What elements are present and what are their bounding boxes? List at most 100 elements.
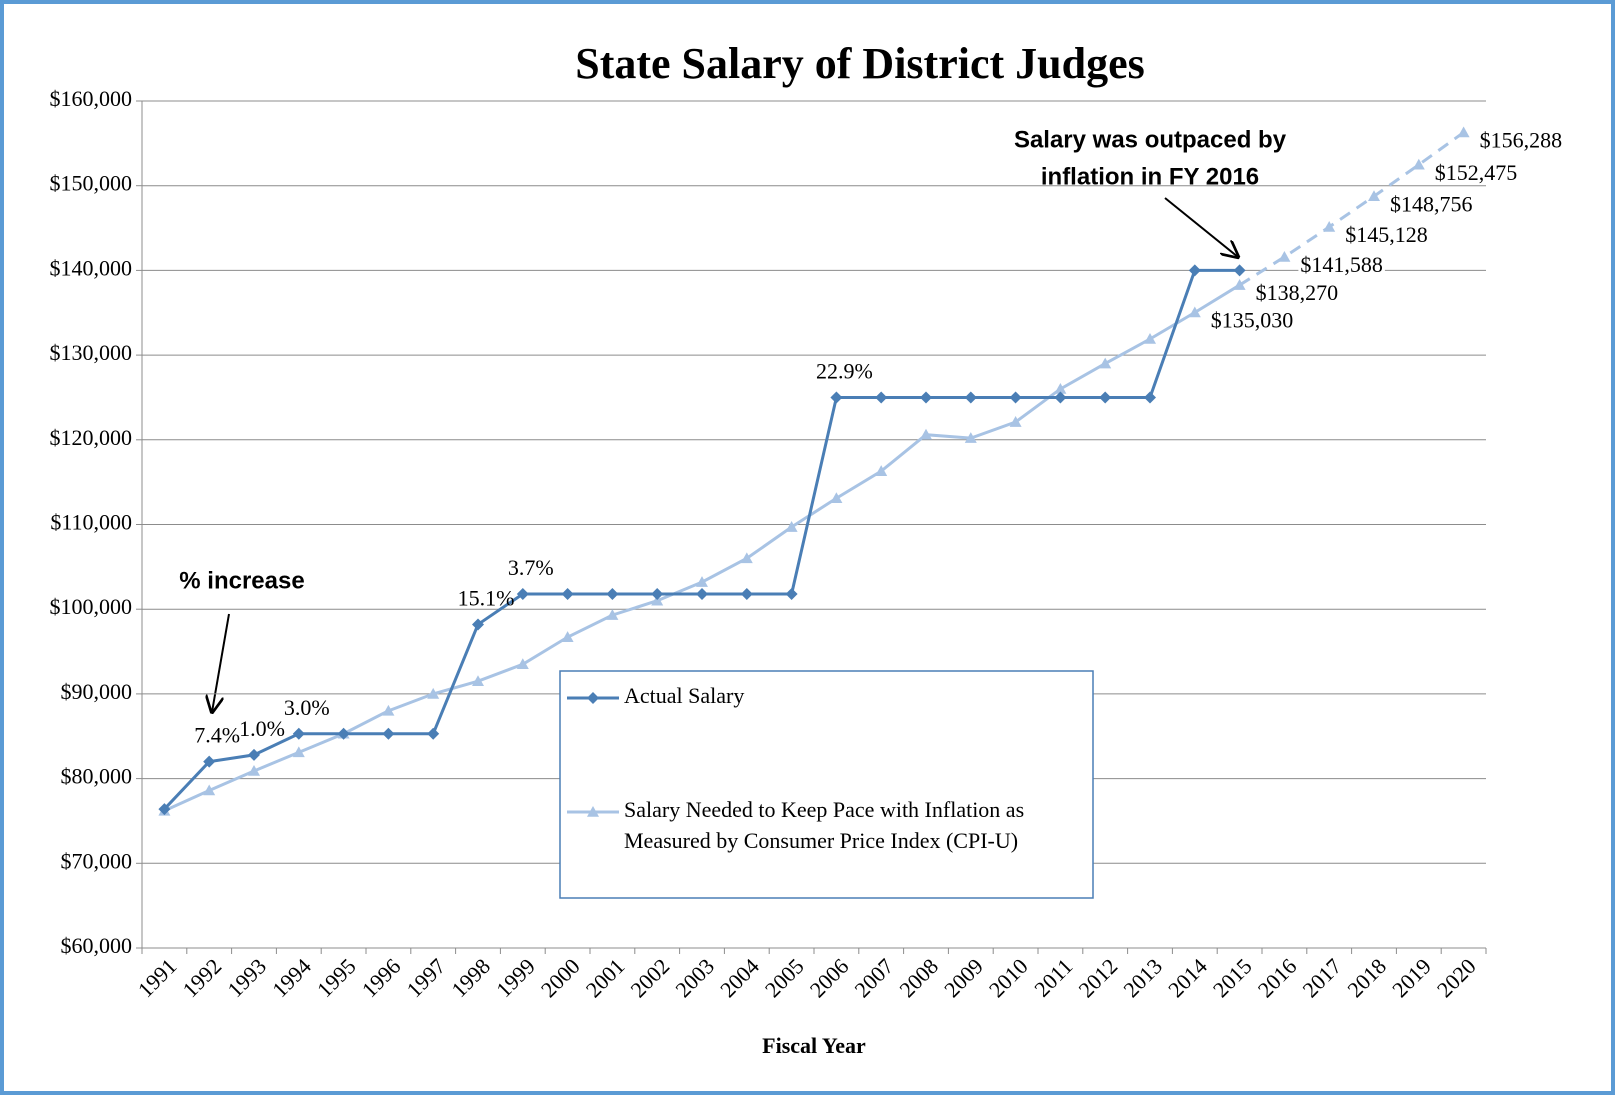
data-point [1233,279,1246,290]
data-label: $148,756 [1390,191,1473,216]
data-point [964,432,977,443]
data-label-bg [1298,251,1385,277]
data-point [1054,391,1067,404]
data-point [1323,220,1336,232]
data-label-bg [1477,127,1565,153]
data-point [785,587,798,600]
legend-line: Actual Salary [624,683,744,708]
annotation-arrow [1164,197,1238,257]
data-point [920,391,932,404]
data-point [158,803,171,816]
data-point [1457,126,1470,138]
legend-box [559,670,1094,899]
data-point [292,746,305,758]
data-point [875,391,888,404]
legend: Actual Salary Salary Needed to Keep Pace … [559,670,1094,899]
data-point [203,755,216,768]
data-point [1188,306,1201,318]
data-point [203,784,216,796]
y-tick-label: $60,000 [61,933,133,958]
legend-marker [587,806,599,817]
data-point [382,727,395,740]
data-label-bg [1432,159,1520,185]
data-point [516,587,529,600]
data-label: $152,475 [1435,160,1518,185]
series-line [1238,131,1465,287]
data-point [248,764,260,776]
data-point [1412,158,1425,170]
y-tick-label: $90,000 [61,679,133,704]
data-point [696,576,708,587]
data-point [337,727,350,740]
data-label-bg [1253,280,1341,306]
data-point [920,428,932,440]
change-label: 22.9% [816,358,873,383]
data-point [292,727,305,740]
y-tick-label: $140,000 [50,255,133,280]
data-point [696,587,708,600]
data-point [651,594,664,606]
data-point [427,687,440,699]
legend-label: Salary Needed to Keep Pace with Inflatio… [624,797,1024,853]
y-tick-label: $100,000 [50,594,133,619]
data-point [1009,391,1022,404]
change-label: 15.1% [458,585,515,610]
data-label-bg [1388,191,1475,217]
data-point [248,748,260,761]
y-tick-label: $70,000 [61,848,133,873]
data-point [472,675,484,686]
legend-marker [587,692,599,704]
data-label-bg [1208,307,1296,333]
data-point [1144,391,1156,404]
y-tick-label: $80,000 [61,764,133,789]
data-point [1099,357,1112,369]
data-point [1144,333,1156,344]
data-label: $156,288 [1480,127,1563,152]
data-point [830,391,843,404]
data-point [830,492,843,504]
chart-title: State Salary of District Judges [575,39,1145,88]
change-label: 3.0% [284,695,330,720]
data-label: $135,030 [1211,308,1294,333]
x-axis-label: Fiscal Year [762,1033,866,1058]
data-point [427,727,440,740]
change-label: 3.7% [508,555,554,580]
data-point [1099,391,1112,404]
change-label: 7.4% [194,723,240,748]
annotation-arrow [212,613,230,712]
data-point [472,618,484,631]
data-label: $138,270 [1256,280,1339,305]
data-point [561,631,574,642]
legend-label: Actual Salary [624,683,744,708]
data-point [875,465,888,476]
data-point [561,587,574,600]
data-label-bg [1343,222,1430,248]
data-point [1368,190,1380,202]
data-point [382,704,395,716]
data-point [785,521,798,532]
annotation: Salary was outpaced by [1014,126,1287,153]
data-point [651,587,664,600]
data-label: $141,588 [1300,252,1383,277]
data-point [1233,264,1246,277]
y-tick-label: $160,000 [50,86,133,111]
data-point [964,391,977,404]
data-point [740,587,753,600]
data-point [606,609,619,620]
annotation: inflation in FY 2016 [1041,163,1259,190]
legend-line: Salary Needed to Keep Pace with Inflatio… [624,797,1024,822]
y-tick-label: $130,000 [50,340,133,365]
legend-line: Measured by Consumer Price Index (CPI-U) [624,828,1018,853]
data-point [740,552,753,564]
data-point [1054,382,1067,394]
data-label: $145,128 [1345,222,1428,247]
data-point [1009,416,1022,427]
y-tick-label: $150,000 [50,171,133,196]
annotation: % increase [179,567,304,594]
data-point [1278,250,1291,262]
data-point [606,587,619,600]
y-tick-label: $120,000 [50,425,133,450]
data-point [516,658,529,670]
